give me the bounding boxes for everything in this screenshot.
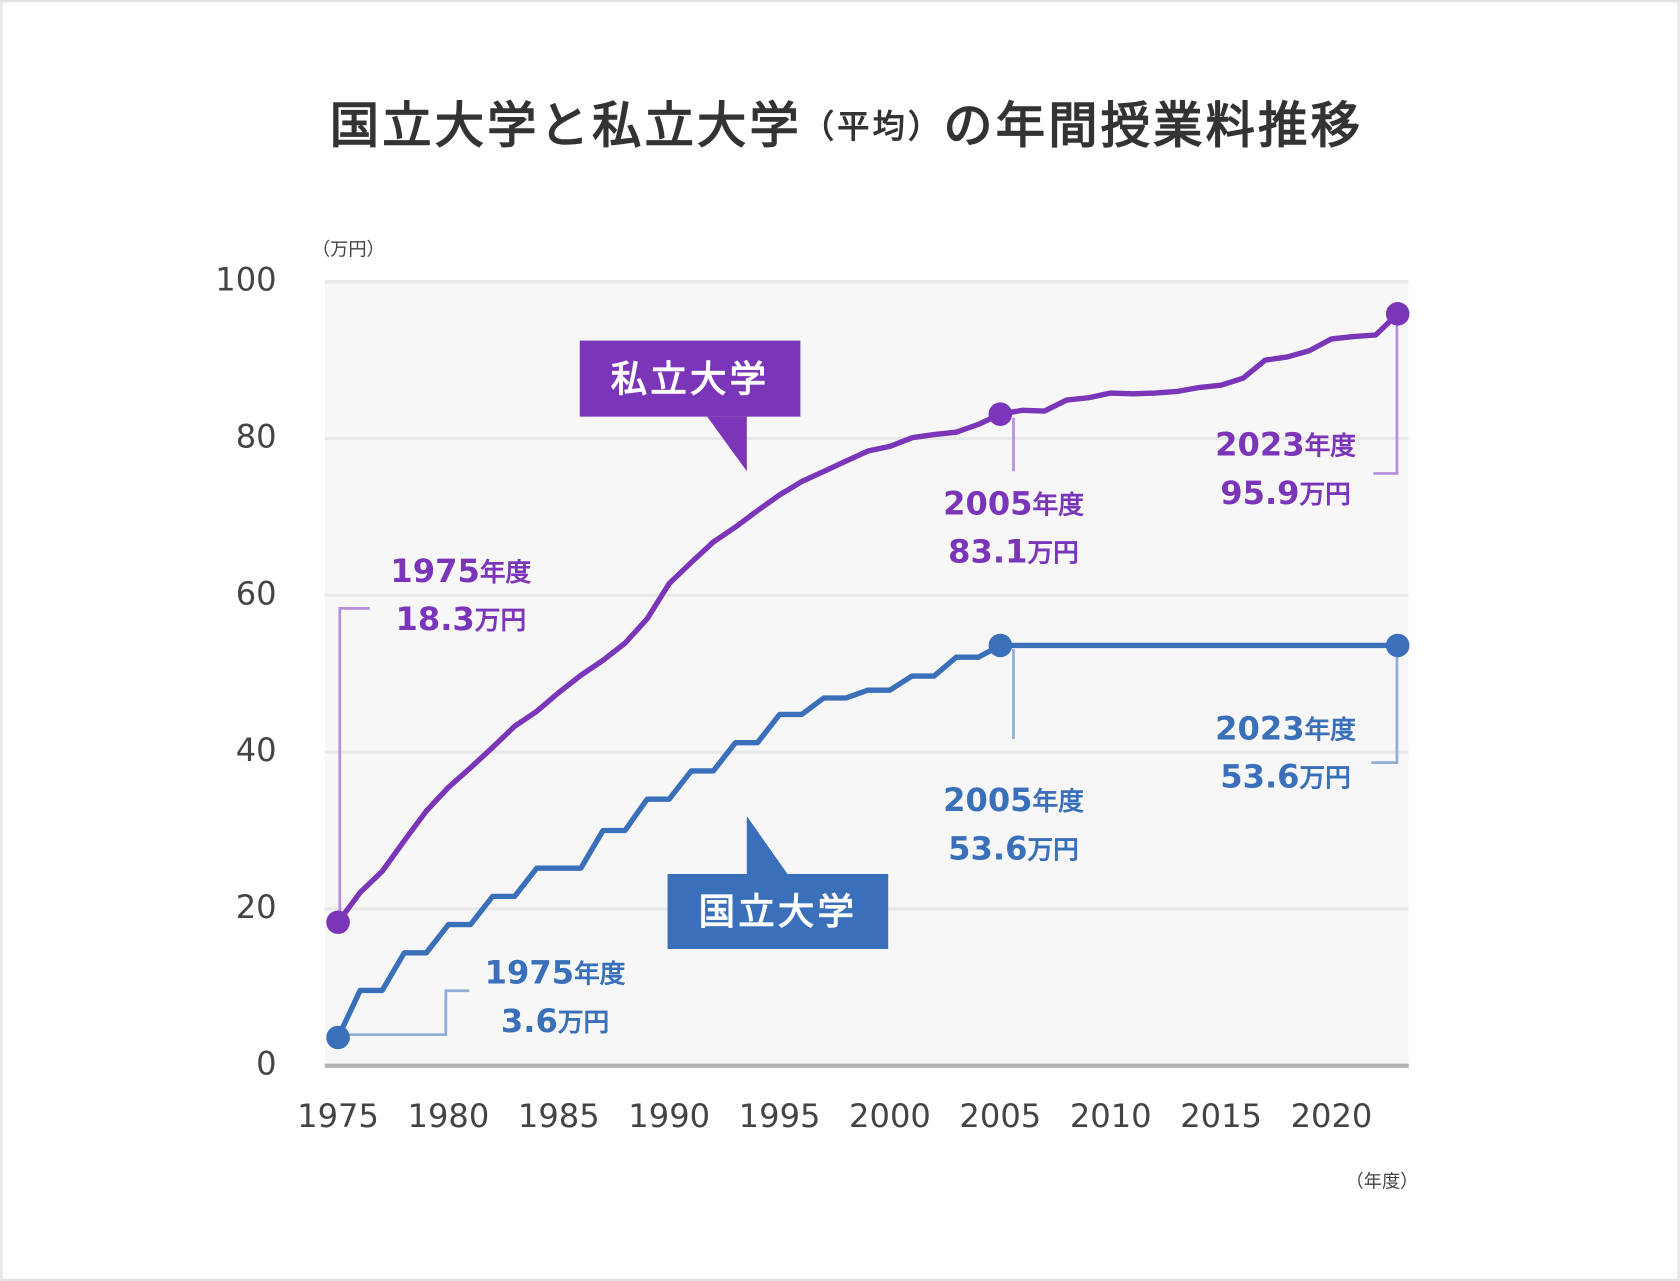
y-tick-label: 100 — [215, 261, 276, 299]
marker — [326, 910, 350, 935]
y-tick-label: 80 — [236, 417, 277, 455]
annotation-value: 18.3万円 — [396, 600, 527, 638]
marker — [1385, 633, 1410, 658]
annotation-value: 95.9万円 — [1220, 474, 1351, 512]
marker — [1385, 302, 1410, 326]
legend-label: 私立大学 — [611, 357, 769, 400]
marker — [326, 1025, 350, 1050]
legend-pointer — [707, 416, 747, 472]
legend-box — [579, 340, 801, 417]
legend-label: 国立大学 — [699, 890, 857, 933]
x-tick-label: 2020 — [1291, 1097, 1373, 1135]
line — [335, 311, 1400, 924]
annotation-connector — [1373, 317, 1399, 475]
y-tick-label: 0 — [256, 1045, 276, 1083]
annotation-connector — [339, 989, 470, 1036]
annotation-year: 1975年度 — [390, 552, 531, 590]
y-tick-label: 60 — [236, 574, 277, 612]
annotation-connector — [1371, 649, 1399, 764]
marker — [988, 402, 1013, 426]
x-unit: （年度） — [1346, 1171, 1419, 1192]
annotation-connector — [338, 607, 370, 919]
y-tick-label: 20 — [236, 888, 277, 926]
marker — [988, 633, 1013, 658]
y-tick-label: 40 — [236, 731, 277, 769]
annotation-year: 2005年度 — [943, 485, 1084, 523]
annotation-value: 53.6万円 — [1220, 758, 1351, 796]
x-tick-label: 2000 — [849, 1097, 931, 1135]
annotation-year: 2005年度 — [943, 781, 1084, 819]
x-tick-label: 1995 — [739, 1097, 821, 1135]
x-tick-label: 2005 — [959, 1097, 1041, 1135]
annotation-value: 3.6万円 — [501, 1002, 609, 1040]
x-tick-label: 1985 — [518, 1097, 600, 1135]
x-tick-label: 1990 — [628, 1097, 710, 1135]
annotation-year: 2023年度 — [1215, 709, 1356, 747]
annotation-value: 53.6万円 — [948, 829, 1079, 867]
line — [335, 642, 1398, 1039]
x-tick-label: 2010 — [1070, 1097, 1152, 1135]
x-tick-label: 2015 — [1180, 1097, 1262, 1135]
chart-title: 国立大学と私立大学（平均）の年間授業料推移 — [330, 96, 1363, 154]
annotation-year: 1975年度 — [485, 954, 626, 992]
x-tick-label: 1980 — [408, 1097, 490, 1135]
legend-box — [667, 873, 889, 949]
y-unit: （万円） — [312, 240, 385, 261]
x-tick-label: 1975 — [297, 1097, 379, 1135]
annotation-value: 83.1万円 — [948, 533, 1079, 571]
annotation-year: 2023年度 — [1215, 426, 1356, 464]
